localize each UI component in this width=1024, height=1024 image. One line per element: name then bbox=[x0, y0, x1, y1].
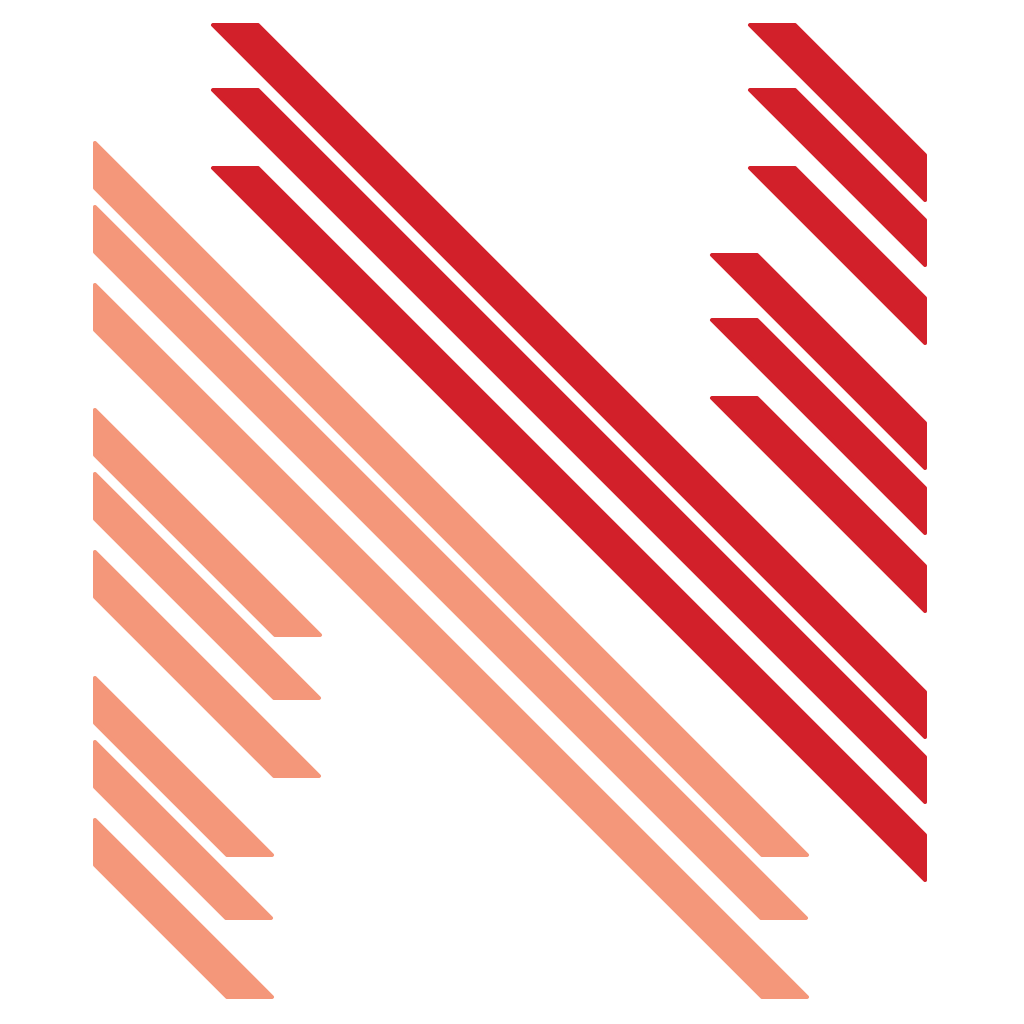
salmon-stripe bbox=[93, 818, 274, 999]
salmon-stripe bbox=[93, 550, 321, 778]
salmon-stripe bbox=[93, 408, 322, 637]
salmon-stripe bbox=[93, 740, 273, 920]
salmon-stripe bbox=[93, 205, 808, 920]
salmon-stripe bbox=[93, 283, 809, 999]
red-stripe bbox=[748, 166, 927, 345]
red-stripe bbox=[211, 166, 927, 882]
salmon-stripe bbox=[93, 141, 809, 857]
salmon-stripes bbox=[93, 141, 809, 999]
red-stripe bbox=[710, 318, 927, 535]
red-stripe bbox=[748, 23, 927, 202]
red-stripe bbox=[710, 396, 927, 613]
red-stripe bbox=[748, 88, 927, 267]
red-stripe bbox=[710, 253, 927, 470]
salmon-stripe bbox=[93, 676, 274, 857]
red-stripe bbox=[211, 88, 927, 804]
salmon-stripe bbox=[93, 472, 321, 700]
red-stripes bbox=[211, 23, 927, 882]
red-stripe bbox=[211, 23, 927, 739]
